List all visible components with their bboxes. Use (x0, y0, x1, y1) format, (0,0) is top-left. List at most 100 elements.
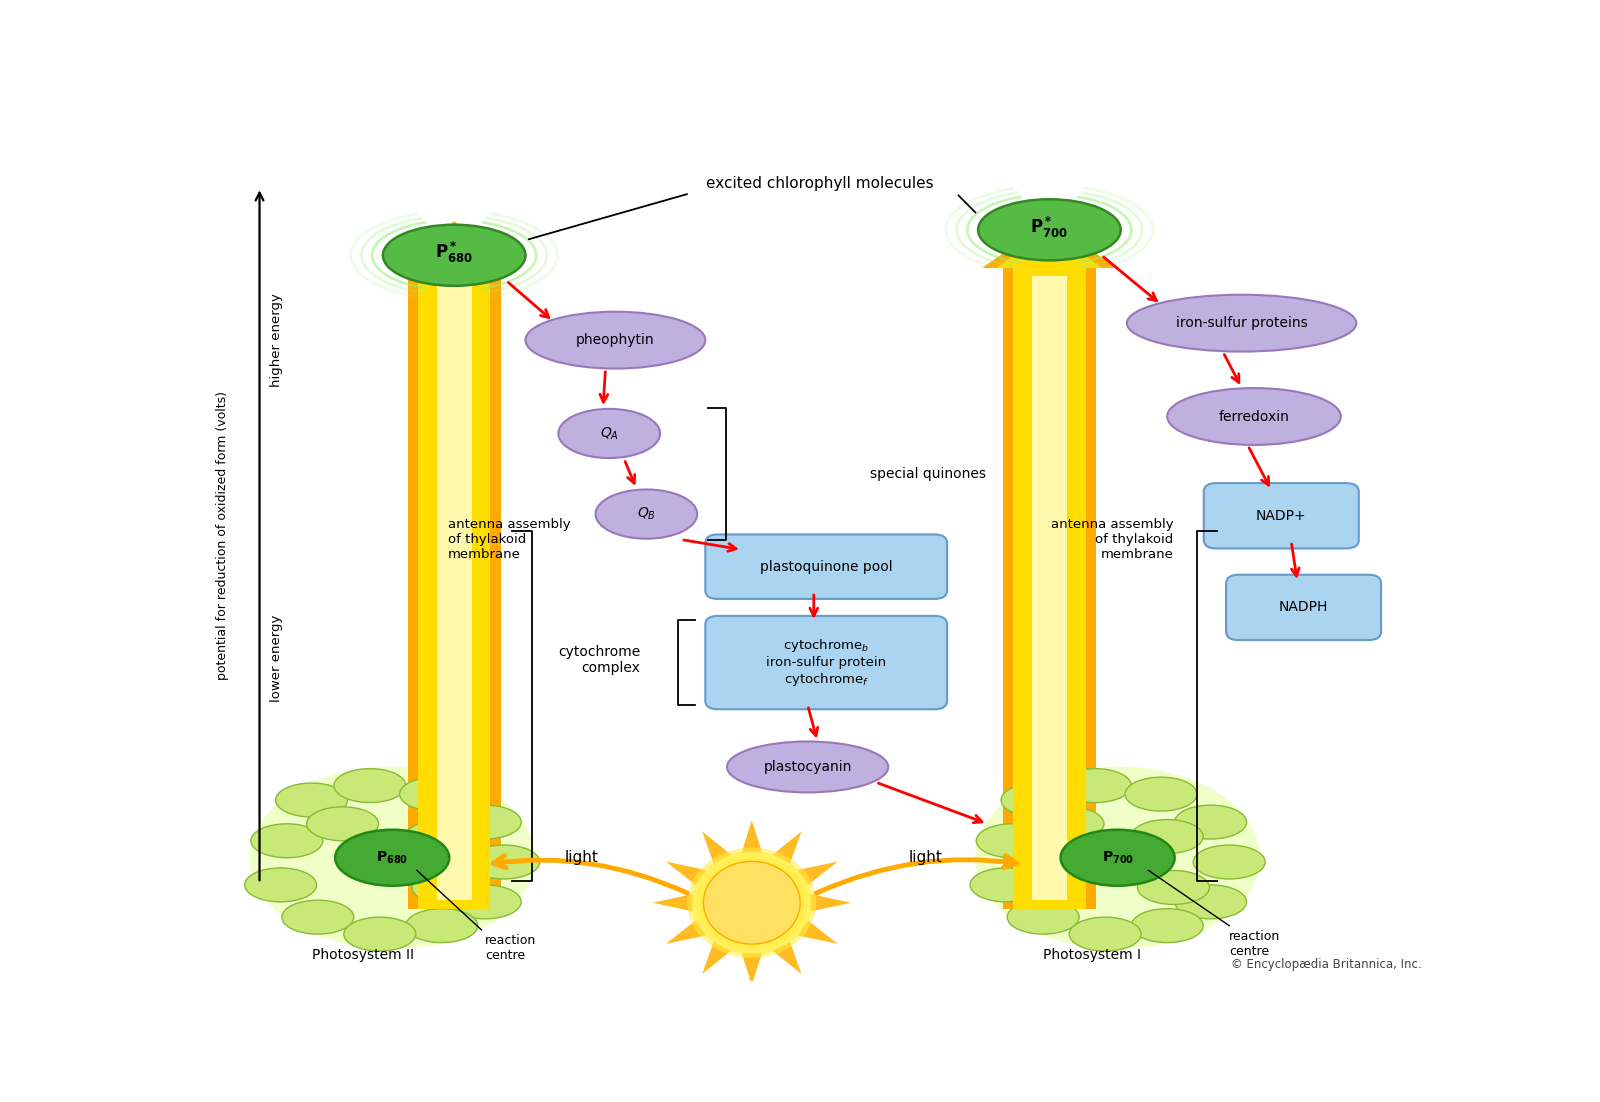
Ellipse shape (525, 312, 706, 368)
Text: lower energy: lower energy (270, 615, 283, 702)
Polygon shape (1013, 268, 1086, 909)
Text: special quinones: special quinones (870, 467, 986, 482)
Text: plastocyanin: plastocyanin (763, 760, 851, 774)
Polygon shape (773, 941, 802, 974)
Ellipse shape (334, 769, 406, 802)
Text: $Q_B$: $Q_B$ (637, 506, 656, 522)
Ellipse shape (691, 851, 813, 954)
FancyBboxPatch shape (706, 534, 947, 599)
FancyBboxPatch shape (1226, 575, 1381, 640)
Text: $\mathbf{P^*_{700}}$: $\mathbf{P^*_{700}}$ (1030, 215, 1069, 240)
Polygon shape (653, 894, 693, 911)
Ellipse shape (733, 887, 771, 919)
Ellipse shape (382, 225, 525, 285)
Ellipse shape (334, 830, 450, 886)
Ellipse shape (406, 909, 478, 942)
Ellipse shape (467, 845, 539, 879)
Ellipse shape (725, 879, 779, 926)
Polygon shape (408, 268, 501, 909)
Ellipse shape (712, 868, 792, 937)
Ellipse shape (250, 767, 534, 949)
Polygon shape (741, 953, 762, 985)
Ellipse shape (406, 820, 478, 853)
Text: cytochrome
complex: cytochrome complex (558, 645, 640, 676)
Polygon shape (741, 820, 762, 853)
Ellipse shape (974, 767, 1261, 949)
Ellipse shape (696, 855, 808, 951)
Polygon shape (997, 228, 1102, 268)
Ellipse shape (699, 858, 803, 948)
Text: reaction
centre: reaction centre (485, 934, 536, 962)
Text: NADP+: NADP+ (1256, 509, 1307, 522)
Ellipse shape (1174, 806, 1246, 839)
FancyBboxPatch shape (1203, 483, 1358, 549)
Text: antenna assembly
of thylakoid
membrane: antenna assembly of thylakoid membrane (448, 518, 571, 561)
Text: $Q_A$: $Q_A$ (600, 425, 619, 442)
Text: reaction
centre: reaction centre (1229, 930, 1280, 958)
Ellipse shape (738, 890, 766, 916)
Ellipse shape (720, 876, 782, 929)
Text: pheophytin: pheophytin (576, 333, 654, 347)
Ellipse shape (275, 784, 347, 817)
Ellipse shape (704, 862, 800, 944)
Ellipse shape (307, 807, 379, 841)
Polygon shape (666, 920, 706, 944)
Ellipse shape (1131, 820, 1203, 853)
Text: excited chlorophyll molecules: excited chlorophyll molecules (706, 175, 934, 191)
Ellipse shape (450, 806, 522, 839)
Ellipse shape (1194, 845, 1266, 879)
Polygon shape (702, 941, 731, 974)
Ellipse shape (976, 824, 1048, 857)
Text: ferredoxin: ferredoxin (1219, 410, 1290, 423)
Ellipse shape (1008, 900, 1078, 934)
Ellipse shape (1138, 871, 1210, 905)
Ellipse shape (1061, 830, 1174, 886)
Ellipse shape (717, 873, 787, 933)
Text: plastoquinone pool: plastoquinone pool (760, 560, 893, 574)
Polygon shape (1003, 268, 1096, 909)
Ellipse shape (1059, 769, 1131, 802)
Ellipse shape (400, 777, 472, 811)
Ellipse shape (741, 894, 762, 911)
Polygon shape (797, 862, 838, 885)
Polygon shape (387, 222, 522, 268)
Text: potential for reduction of oxidized form (volts): potential for reduction of oxidized form… (216, 391, 229, 680)
Ellipse shape (282, 900, 354, 934)
Text: $\mathbf{P^*_{680}}$: $\mathbf{P^*_{680}}$ (435, 240, 474, 266)
Text: higher energy: higher energy (270, 293, 283, 387)
Ellipse shape (704, 862, 800, 943)
Ellipse shape (1002, 784, 1074, 817)
Ellipse shape (970, 868, 1042, 901)
Ellipse shape (1174, 885, 1246, 919)
Ellipse shape (450, 885, 522, 919)
Ellipse shape (728, 883, 774, 922)
Text: antenna assembly
of thylakoid
membrane: antenna assembly of thylakoid membrane (1051, 518, 1173, 561)
Polygon shape (810, 894, 851, 911)
Ellipse shape (709, 865, 795, 940)
Ellipse shape (245, 868, 317, 901)
Text: light: light (565, 850, 598, 865)
Ellipse shape (1032, 807, 1104, 841)
Polygon shape (402, 228, 507, 268)
Text: © Encyclopædia Britannica, Inc.: © Encyclopædia Britannica, Inc. (1230, 958, 1421, 971)
Polygon shape (437, 277, 472, 900)
Ellipse shape (688, 847, 816, 958)
Polygon shape (797, 920, 838, 944)
Text: Photosystem II: Photosystem II (312, 949, 413, 962)
FancyBboxPatch shape (706, 616, 947, 710)
Ellipse shape (1126, 294, 1357, 352)
Polygon shape (982, 222, 1117, 268)
Text: Photosystem I: Photosystem I (1043, 949, 1141, 962)
Ellipse shape (1069, 917, 1141, 951)
Ellipse shape (746, 897, 758, 908)
Text: iron-sulfur proteins: iron-sulfur proteins (1176, 316, 1307, 331)
Ellipse shape (558, 409, 661, 458)
Ellipse shape (251, 824, 323, 857)
Polygon shape (418, 268, 491, 909)
Ellipse shape (344, 917, 416, 951)
Ellipse shape (1168, 388, 1341, 445)
Text: cytochrome$_b$
iron-sulfur protein
cytochrome$_f$: cytochrome$_b$ iron-sulfur protein cytoc… (766, 637, 886, 689)
Ellipse shape (1125, 777, 1197, 811)
Text: light: light (909, 850, 942, 865)
Polygon shape (1032, 277, 1067, 900)
